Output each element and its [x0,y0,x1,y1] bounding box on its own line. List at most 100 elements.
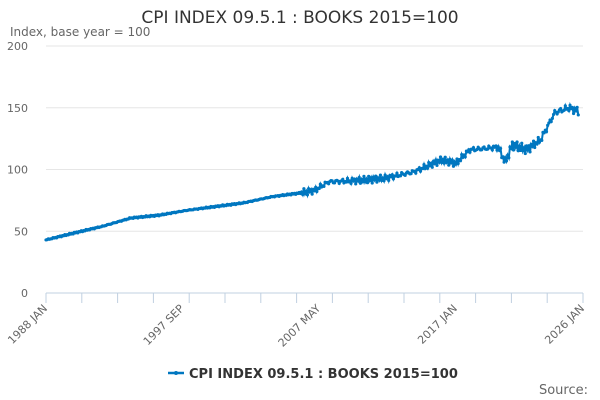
data-point[interactable] [559,106,563,111]
data-point[interactable] [354,182,358,186]
data-point[interactable] [305,193,310,197]
data-point[interactable] [518,148,523,153]
data-point[interactable] [441,157,445,162]
data-point[interactable] [341,177,345,181]
data-point[interactable] [310,192,314,196]
data-point[interactable] [522,146,526,150]
data-point[interactable] [458,159,463,163]
data-point[interactable] [433,161,437,166]
data-point[interactable] [364,177,368,181]
data-point[interactable] [510,140,514,144]
data-point[interactable] [451,164,456,168]
data-point[interactable] [387,178,391,182]
data-point[interactable] [394,174,398,178]
data-point[interactable] [524,144,529,148]
data-point[interactable] [533,145,537,150]
data-point[interactable] [391,177,396,181]
data-point[interactable] [449,161,453,165]
data-point[interactable] [504,159,509,163]
data-point[interactable] [468,150,472,154]
data-point[interactable] [434,158,438,162]
data-point[interactable] [418,169,423,173]
data-point[interactable] [381,176,385,180]
data-point[interactable] [375,180,379,184]
data-point[interactable] [429,161,433,165]
data-point[interactable] [362,174,366,178]
data-point[interactable] [517,144,522,148]
data-point[interactable] [315,189,319,194]
data-point[interactable] [550,116,554,120]
data-point[interactable] [521,149,525,153]
data-point[interactable] [509,146,513,151]
data-point[interactable] [523,151,527,156]
data-point[interactable] [380,178,384,183]
data-point[interactable] [322,184,326,189]
data-point[interactable] [370,181,374,185]
data-point[interactable] [530,144,534,148]
data-point[interactable] [304,189,308,193]
data-point[interactable] [526,148,530,152]
data-point[interactable] [438,155,443,159]
data-point[interactable] [374,174,378,178]
data-point[interactable] [437,160,441,164]
data-point[interactable] [547,121,551,125]
data-point[interactable] [302,187,306,191]
data-point[interactable] [358,181,363,185]
data-point[interactable] [447,163,451,167]
data-point[interactable] [495,148,499,152]
legend[interactable]: CPI INDEX 09.5.1 : BOOKS 2015=100 [168,367,458,382]
data-point[interactable] [414,171,418,175]
data-point[interactable] [490,148,494,152]
data-point[interactable] [563,104,567,108]
data-point[interactable] [352,177,357,181]
data-point[interactable] [430,165,434,169]
data-point[interactable] [395,171,399,175]
data-point[interactable] [537,140,542,144]
data-point[interactable] [372,178,377,182]
data-point[interactable] [471,145,476,150]
data-point[interactable] [540,138,544,142]
data-point[interactable] [463,155,467,159]
data-point[interactable] [568,103,572,108]
data-point[interactable] [425,166,430,170]
data-point[interactable] [349,181,353,185]
data-point[interactable] [520,141,524,145]
data-point[interactable] [453,160,457,164]
data-point[interactable] [535,142,539,146]
data-point[interactable] [574,109,578,113]
data-point[interactable] [511,148,516,152]
data-point[interactable] [528,150,532,154]
data-point[interactable] [309,187,313,192]
data-point[interactable] [503,156,507,160]
data-point[interactable] [527,144,531,148]
data-point[interactable] [443,155,447,159]
data-point[interactable] [575,105,579,109]
data-point[interactable] [502,160,506,164]
data-point[interactable] [357,175,361,180]
data-point[interactable] [536,135,540,140]
data-point[interactable] [486,147,490,151]
data-point[interactable] [383,173,387,177]
data-point[interactable] [422,163,426,167]
data-point[interactable] [498,146,503,151]
data-point[interactable] [549,119,553,124]
data-point[interactable] [382,179,386,183]
data-point[interactable] [506,153,510,157]
data-point[interactable] [344,180,348,184]
data-point[interactable] [317,186,321,191]
data-point[interactable] [378,173,383,177]
data-point[interactable] [571,111,576,116]
data-point[interactable] [551,112,556,117]
data-point[interactable] [544,130,549,134]
data-point[interactable] [377,178,381,182]
data-point[interactable] [496,145,500,149]
data-point[interactable] [356,179,360,183]
data-point[interactable] [567,109,571,113]
data-point[interactable] [409,172,413,176]
data-point[interactable] [385,175,390,179]
data-point[interactable] [367,174,371,178]
data-point[interactable] [514,145,518,149]
data-point[interactable] [348,179,352,183]
data-point[interactable] [368,178,372,183]
data-point[interactable] [513,141,517,146]
